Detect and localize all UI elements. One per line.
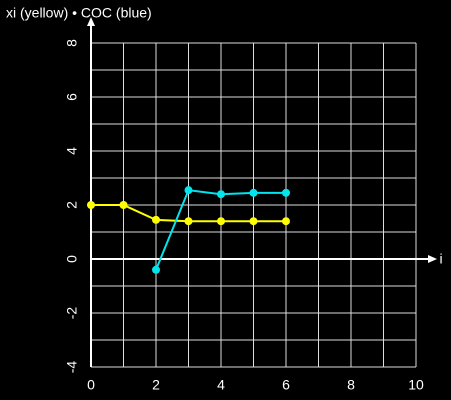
x-tick-label: 0 <box>87 377 95 393</box>
y-axis-arrow <box>87 17 95 26</box>
y-tick-label: 8 <box>64 39 80 47</box>
data-point <box>282 188 290 197</box>
y-tick-label: 0 <box>64 255 80 263</box>
data-point <box>152 265 160 274</box>
y-tick-label: -4 <box>64 361 80 374</box>
data-point <box>87 201 95 209</box>
x-tick-label: 6 <box>282 377 290 393</box>
x-tick-label: 2 <box>152 377 160 393</box>
x-tick-label: 4 <box>217 377 225 393</box>
x-axis-label: i <box>439 251 442 267</box>
data-point <box>184 186 193 195</box>
x-tick-label: 8 <box>347 377 355 393</box>
data-point <box>184 217 193 226</box>
data-point <box>282 217 290 226</box>
data-point <box>249 188 258 197</box>
x-tick-label: 10 <box>408 377 424 393</box>
y-tick-label: -2 <box>64 307 80 320</box>
y-tick-label: 6 <box>64 93 80 101</box>
chart-title: xi (yellow) • COC (blue) <box>6 5 152 21</box>
data-point <box>217 190 225 199</box>
data-point <box>249 217 258 226</box>
y-tick-label: 4 <box>64 147 80 155</box>
x-axis-arrow <box>428 255 437 263</box>
y-tick-label: 2 <box>64 201 80 209</box>
data-point <box>217 217 225 226</box>
data-point <box>119 201 128 209</box>
data-point <box>152 215 160 224</box>
